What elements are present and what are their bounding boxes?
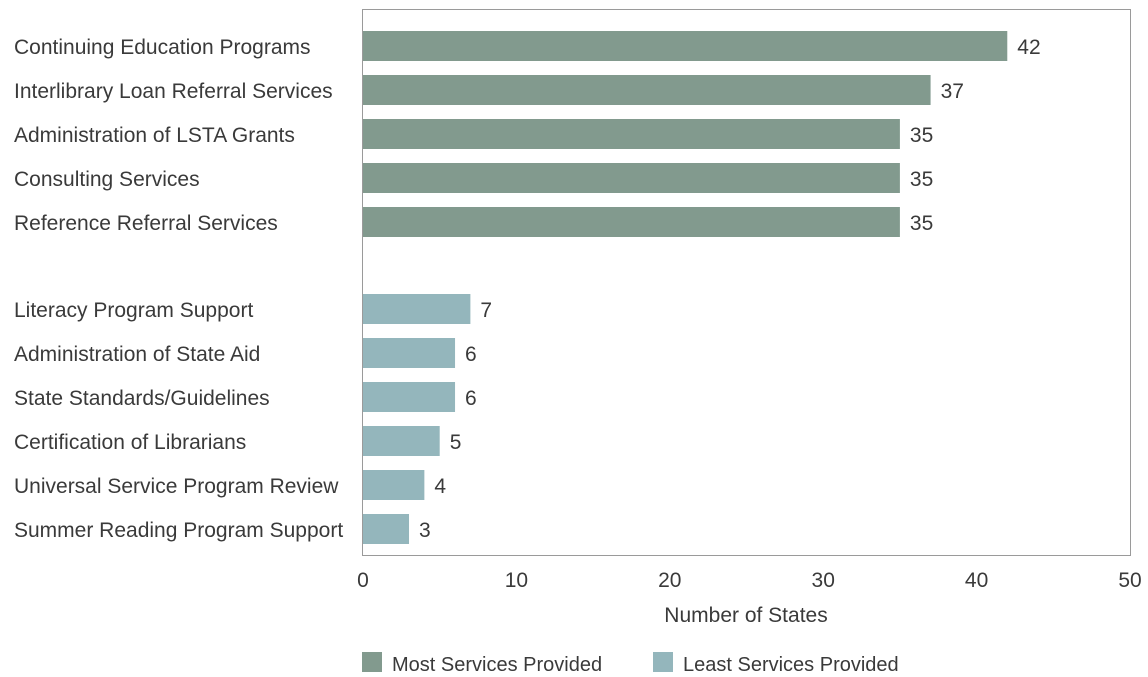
bar [363,294,471,324]
category-label: Reference Referral Services [14,212,278,235]
bar-value-label: 42 [1017,36,1040,59]
bars-layer [363,31,1008,544]
category-label: Literacy Program Support [14,299,253,322]
bar-value-label: 35 [910,124,933,147]
bar-value-label: 5 [450,431,462,454]
category-label: Continuing Education Programs [14,36,311,59]
bar [363,207,900,237]
bar-value-label: 35 [910,168,933,191]
bar [363,163,900,193]
x-axis-label: Number of States [664,604,827,627]
category-label: Interlibrary Loan Referral Services [14,80,333,103]
category-label: Summer Reading Program Support [14,519,343,542]
x-tick-label: 30 [812,569,835,592]
bar [363,514,410,544]
category-label: Administration of State Aid [14,343,260,366]
bar-value-label: 4 [434,475,446,498]
bar [363,119,900,149]
bar-value-label: 37 [941,80,964,103]
x-axis-ticks: 0 10 20 30 40 50 [357,569,1142,592]
plot-frame [362,9,1131,556]
bar-value-label: 7 [480,299,492,322]
x-tick-label: 20 [658,569,681,592]
bar-value-label: 35 [910,212,933,235]
x-tick-label: 0 [357,569,369,592]
category-label: State Standards/Guidelines [14,387,270,410]
category-label: Consulting Services [14,168,200,191]
legend-swatch [362,652,382,672]
bar-value-label: 3 [419,519,431,542]
legend-swatch [653,652,673,672]
bar [363,75,931,105]
legend-label: Least Services Provided [683,654,899,676]
legend-label: Most Services Provided [392,654,602,676]
bar [363,338,456,368]
bar [363,426,440,456]
category-label: Certification of Librarians [14,431,246,454]
bar [363,382,456,412]
x-tick-label: 40 [965,569,988,592]
category-label: Universal Service Program Review [14,475,339,498]
bar-value-label: 6 [465,343,477,366]
bar-value-label: 6 [465,387,477,410]
category-labels: Continuing Education Programs Interlibrar… [14,36,343,542]
x-tick-label: 50 [1118,569,1141,592]
bar [363,31,1008,61]
x-tick-label: 10 [505,569,528,592]
bar [363,470,425,500]
category-label: Administration of LSTA Grants [14,124,295,147]
legend: Most Services Provided Least Services Pro… [362,652,899,676]
